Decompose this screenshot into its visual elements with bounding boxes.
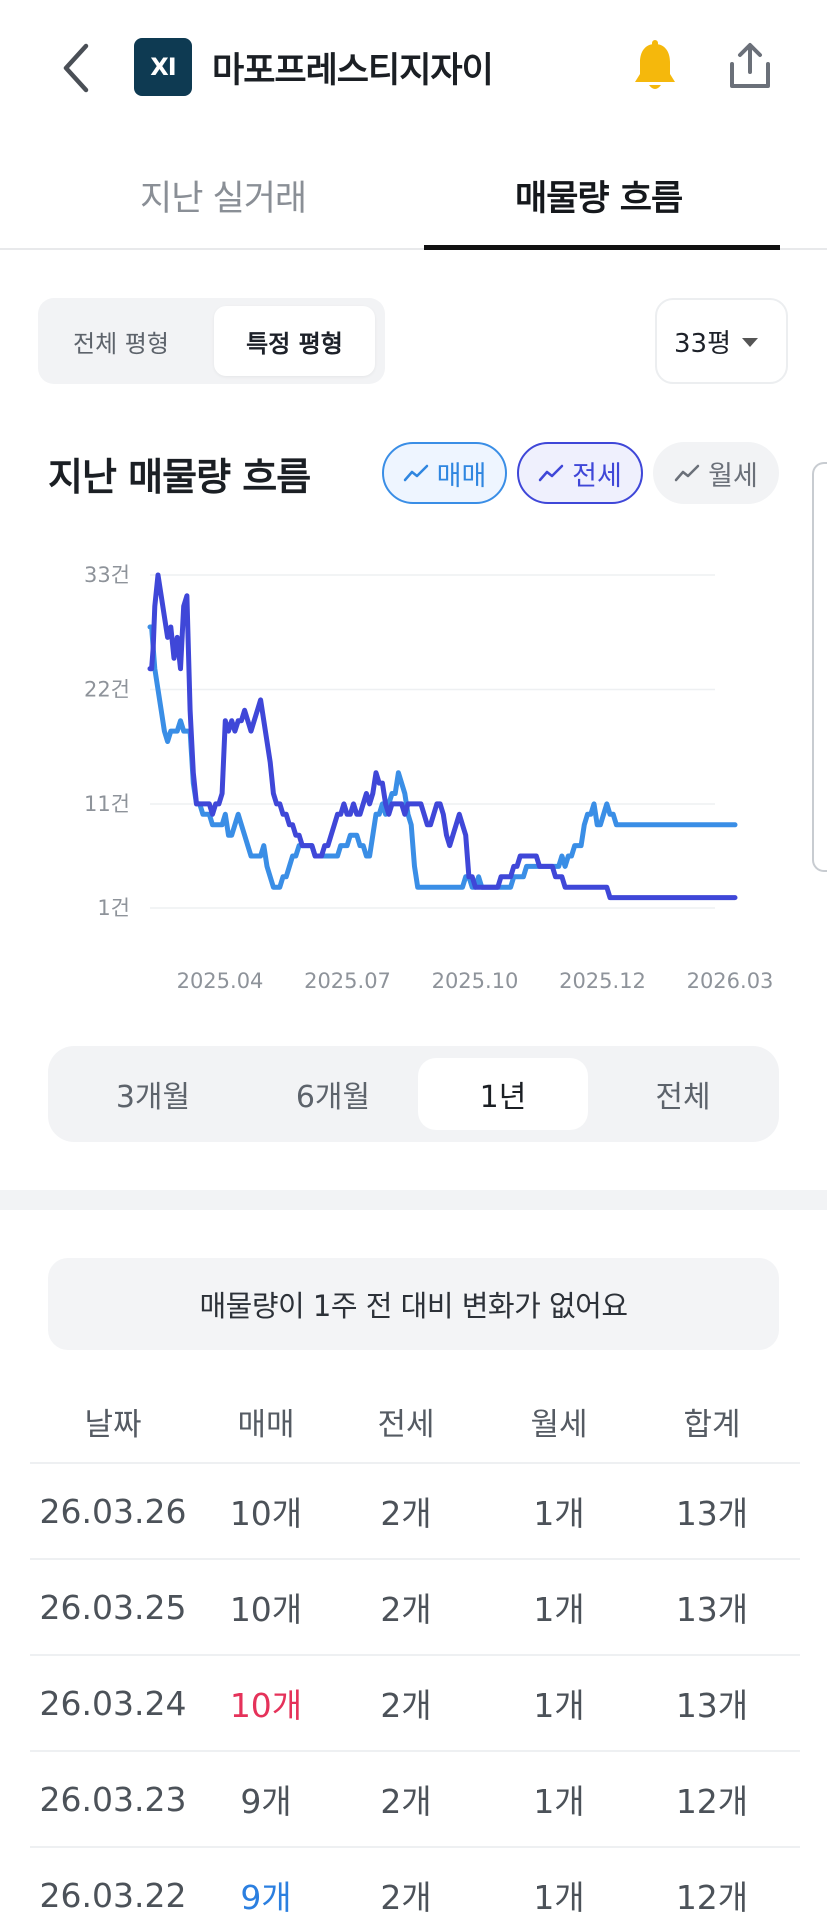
period-selector: 3개월 6개월 1년 전체: [48, 1046, 779, 1142]
cell-date: 26.03.22: [39, 1875, 187, 1915]
table-row: 26.03.26 10개 2개 1개 13개: [30, 1464, 800, 1560]
cell-monthly: 1개: [533, 1686, 585, 1725]
listing-flow-chart: 33건 22건 11건 1건 2025.04 2025.07 2025.10 2025.12 2…: [0, 540, 827, 1000]
header-sale: 매매: [237, 1406, 295, 1443]
x-tick-label: 2025.12: [559, 969, 646, 993]
cell-date: 26.03.26: [39, 1491, 187, 1531]
header-monthly: 월세: [530, 1406, 588, 1443]
cell-jeonse: 2개: [380, 1494, 432, 1533]
table-header: 날짜 매매 전세 월세 합계: [30, 1380, 800, 1464]
listing-table: 날짜 매매 전세 월세 합계 26.03.26 10개 2개 1개 13개 26…: [30, 1380, 800, 1924]
table-row: 26.03.24 10개 2개 1개 13개: [30, 1656, 800, 1752]
table-row: 26.03.22 9개 2개 1개 12개: [30, 1848, 800, 1924]
cell-jeonse: 2개: [380, 1590, 432, 1629]
y-tick-label: 11건: [84, 792, 130, 816]
cell-date: 26.03.24: [39, 1683, 187, 1723]
cell-sale-increase: 10개: [229, 1686, 303, 1725]
trend-line-icon: [674, 464, 700, 482]
x-tick-label: 2025.07: [304, 969, 391, 993]
complex-logo: XI: [134, 38, 192, 96]
header-jeonse: 전세: [377, 1406, 435, 1443]
header-date: 날짜: [84, 1406, 142, 1443]
size-dropdown[interactable]: 33평: [655, 298, 788, 384]
y-tick-label: 1건: [97, 896, 130, 920]
app-header: XI 마포프레스티지자이: [0, 0, 827, 135]
cell-total: 13개: [675, 1686, 749, 1725]
section-divider: [0, 1190, 827, 1210]
series-line-jeonse: [147, 572, 738, 901]
cell-sale: 10개: [229, 1590, 303, 1629]
chart-svg: 33건 22건 11건 1건 2025.04 2025.07 2025.10 2025.12 2…: [84, 563, 774, 993]
x-tick-label: 2025.04: [177, 969, 264, 993]
trend-line-icon: [538, 464, 564, 482]
legend-chip-sale[interactable]: 매매: [382, 442, 507, 504]
series-line-sale: [147, 624, 738, 890]
y-tick-label: 22건: [84, 677, 130, 701]
x-tick-label: 2025.10: [432, 969, 519, 993]
legend-chip-jeonse[interactable]: 전세: [517, 442, 643, 504]
cell-sale-decrease: 9개: [240, 1878, 292, 1917]
table-row: 26.03.23 9개 2개 1개 12개: [30, 1752, 800, 1848]
tab-listing-flow[interactable]: 매물량 흐름: [515, 179, 683, 219]
section-title: 지난 매물량 흐름: [48, 455, 311, 499]
page-title: 마포프레스티지자이: [212, 51, 494, 91]
area-option-specific[interactable]: 특정 평형: [214, 306, 375, 376]
active-tab-indicator: [424, 245, 780, 250]
cell-total: 12개: [675, 1878, 749, 1917]
cell-total: 13개: [675, 1494, 749, 1533]
cell-sale: 10개: [229, 1494, 303, 1533]
cell-jeonse: 2개: [380, 1686, 432, 1725]
cell-monthly: 1개: [533, 1782, 585, 1821]
legend-chip-label: 월세: [708, 460, 758, 492]
legend-chip-label: 전세: [572, 460, 622, 492]
back-arrow-icon[interactable]: [52, 38, 102, 98]
tab-past-transactions[interactable]: 지난 실거래: [140, 179, 307, 219]
legend-chip-label: 매매: [436, 460, 487, 492]
cell-jeonse: 2개: [380, 1782, 432, 1821]
table-row: 26.03.25 10개 2개 1개 13개: [30, 1560, 800, 1656]
period-3m[interactable]: 3개월: [115, 1080, 191, 1115]
tab-bar: 지난 실거래 매물량 흐름: [0, 140, 827, 250]
cell-date: 26.03.25: [39, 1587, 187, 1627]
area-option-all[interactable]: 전체 평형: [73, 329, 169, 358]
period-1y[interactable]: 1년: [418, 1058, 588, 1130]
period-6m[interactable]: 6개월: [295, 1080, 371, 1115]
cell-sale: 9개: [240, 1782, 292, 1821]
cell-date: 26.03.23: [39, 1779, 187, 1819]
legend-chip-monthly[interactable]: 월세: [653, 442, 779, 504]
caret-down-icon: [742, 338, 758, 347]
cell-monthly: 1개: [533, 1878, 585, 1917]
area-type-toggle: 전체 평형 특정 평형: [38, 298, 385, 384]
size-dropdown-value: 33평: [674, 328, 732, 359]
x-tick-label: 2026.03: [687, 969, 774, 993]
side-panel-handle[interactable]: [812, 462, 827, 872]
cell-jeonse: 2개: [380, 1878, 432, 1917]
cell-total: 12개: [675, 1782, 749, 1821]
change-notice: 매물량이 1주 전 대비 변화가 없어요: [48, 1258, 779, 1350]
period-all[interactable]: 전체: [655, 1080, 711, 1115]
cell-monthly: 1개: [533, 1494, 585, 1533]
cell-total: 13개: [675, 1590, 749, 1629]
trend-line-icon: [403, 464, 428, 482]
bell-icon[interactable]: [630, 38, 680, 96]
header-total: 합계: [683, 1406, 741, 1443]
cell-monthly: 1개: [533, 1590, 585, 1629]
y-tick-label: 33건: [84, 563, 130, 587]
share-icon[interactable]: [726, 40, 774, 92]
